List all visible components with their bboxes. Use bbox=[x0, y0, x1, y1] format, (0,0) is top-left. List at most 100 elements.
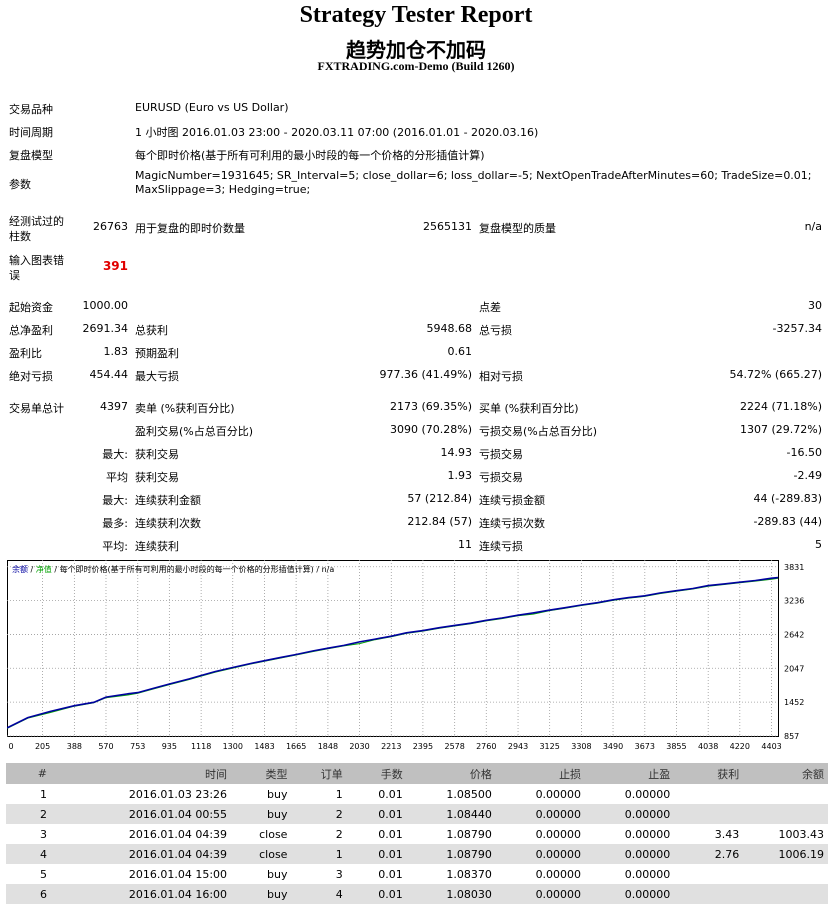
table-cell: buy bbox=[266, 787, 288, 801]
report-subtitle: 趋势加仓不加码 bbox=[346, 38, 486, 62]
x-tick-label: 1483 bbox=[254, 742, 274, 751]
x-tick-label: 1848 bbox=[318, 742, 338, 751]
maximal-consec-profit-value: 212.84 (57) bbox=[407, 515, 472, 528]
report-title: Strategy Tester Report bbox=[299, 2, 533, 28]
column-header: 时间 bbox=[51, 763, 232, 784]
largest-loss-value: -16.50 bbox=[786, 446, 822, 459]
legend-balance: 余额 bbox=[12, 564, 28, 574]
x-tick-label: 4220 bbox=[730, 742, 750, 751]
column-header: 止盈 bbox=[585, 763, 675, 784]
legend-quality: n/a bbox=[322, 565, 335, 574]
table-cell: 0.00000 bbox=[585, 804, 675, 824]
table-cell bbox=[674, 804, 744, 824]
table-cell: 0.00000 bbox=[585, 844, 675, 864]
rel-drawdown-value: 54.72% (665.27) bbox=[729, 368, 822, 381]
legend-sep: / bbox=[52, 565, 60, 574]
table-cell: close bbox=[259, 827, 288, 841]
company-name: FXTRADING.com-Demo (Build 1260) bbox=[317, 59, 515, 73]
column-header: 订单 bbox=[291, 763, 347, 784]
trades-table: # 时间 类型 订单 手数 价格 止损 止盈 获利 余额 1 2016.01.03 23:26 buy… bbox=[6, 763, 828, 904]
x-tick-label: 2395 bbox=[413, 742, 433, 751]
table-cell: 0.01 bbox=[378, 827, 403, 841]
x-tick-label: 753 bbox=[130, 742, 145, 751]
average-loss-label: 亏损交易 bbox=[479, 471, 523, 484]
table-cell: 0.00000 bbox=[535, 787, 582, 801]
table-cell: 0.00000 bbox=[624, 867, 671, 881]
profit-trades-label: 盈利交易(%占总百分比) bbox=[135, 425, 254, 438]
table-cell bbox=[674, 864, 743, 884]
gross-profit-value: 5948.68 bbox=[426, 322, 473, 335]
max-drawdown-value: 977.36 (41.49%) bbox=[379, 368, 472, 381]
table-cell: 0.00000 bbox=[495, 804, 586, 824]
table-cell: 3 bbox=[335, 867, 343, 881]
table-cell: 0.01 bbox=[346, 804, 407, 824]
errors-label-1: 输入图表错 bbox=[9, 254, 64, 267]
table-cell: 1 bbox=[291, 844, 347, 864]
max-label: 最大: bbox=[102, 494, 128, 507]
x-tick-label: 3125 bbox=[539, 742, 559, 751]
column-header: # bbox=[6, 763, 51, 784]
column-header: 止损 bbox=[495, 763, 586, 784]
x-tick-label: 2760 bbox=[476, 742, 496, 751]
x-axis-ticks: 0 205 388 570 753 935 1118 1300 1483 1665 1848 2030… bbox=[8, 742, 781, 751]
profit-trades-value: 3090 (70.28%) bbox=[389, 423, 472, 436]
x-tick-label: 935 bbox=[162, 742, 177, 751]
period-value: 1 小时图 2016.01.03 23:00 - 2020.03.11 07:0… bbox=[135, 126, 539, 139]
column-header: 余额 bbox=[743, 763, 828, 784]
column-header: 类型 bbox=[231, 763, 292, 784]
table-cell: 0.00000 bbox=[624, 787, 671, 801]
largest-label: 最大: bbox=[102, 448, 128, 461]
legend-model: 每个即时价格(基于所有可利用的最小时段的每一个价格的分形插值计算) bbox=[60, 564, 314, 574]
short-trades-value: 2173 (69.35%) bbox=[389, 400, 472, 413]
table-cell: buy bbox=[231, 804, 292, 824]
table-cell: 0.01 bbox=[346, 884, 407, 904]
quality-value: n/a bbox=[804, 220, 822, 233]
avg-label: 平均: bbox=[102, 540, 128, 553]
table-cell: 1.08790 bbox=[446, 827, 492, 841]
table-row: 5 2016.01.04 15:00 buy 3 0.01 1.08370 0.00000 0… bbox=[6, 864, 828, 884]
table-cell: 2.76 bbox=[674, 844, 744, 864]
expected-payoff-label: 预期盈利 bbox=[135, 347, 179, 360]
table-cell: 2016.01.04 04:39 bbox=[128, 827, 228, 841]
ticks-label: 用于复盘的即时价数量 bbox=[135, 222, 245, 235]
y-axis-ticks: 3831 3236 2642 2047 1452 857 bbox=[784, 563, 804, 741]
loss-trades-value: 1307 (29.72%) bbox=[739, 423, 822, 436]
ticks-value: 2565131 bbox=[423, 220, 472, 233]
symbol-value: EURUSD (Euro vs US Dollar) bbox=[135, 101, 289, 114]
table-cell bbox=[743, 864, 828, 884]
period-label: 时间周期 bbox=[9, 126, 53, 139]
table-cell bbox=[743, 884, 828, 904]
legend-sep: / bbox=[314, 565, 322, 574]
avg-consec-losses-label: 连续亏损 bbox=[479, 540, 523, 553]
x-tick-label: 1665 bbox=[286, 742, 306, 751]
column-header: 获利 bbox=[674, 763, 744, 784]
table-row: 3 2016.01.04 04:39 close 2 0.01 1.08790 0.0000… bbox=[6, 824, 828, 844]
max-drawdown-label: 最大亏损 bbox=[135, 370, 179, 383]
table-cell: 1.08370 bbox=[446, 867, 492, 881]
table-cell: 2016.01.04 15:00 bbox=[128, 867, 228, 881]
x-tick-label: 3855 bbox=[666, 742, 686, 751]
errors-label-2: 误 bbox=[9, 269, 20, 282]
params-label: 参数 bbox=[9, 178, 31, 191]
table-cell: 6 bbox=[6, 884, 51, 904]
table-cell: buy bbox=[266, 867, 288, 881]
chart-series bbox=[7, 576, 779, 729]
table-cell: 0.01 bbox=[378, 787, 403, 801]
table-cell: 2016.01.04 00:55 bbox=[51, 804, 232, 824]
profit-factor-value: 1.83 bbox=[103, 345, 129, 358]
max-consec-wins-value: 57 (212.84) bbox=[407, 492, 472, 505]
x-tick-label: 2943 bbox=[508, 742, 528, 751]
maximal-consec-profit-label: 连续获利次数 bbox=[135, 517, 201, 530]
max-consec-losses-label: 连续亏损金额 bbox=[479, 494, 545, 507]
table-cell: 4 bbox=[6, 844, 51, 864]
table-cell bbox=[743, 784, 828, 804]
average-loss-value: -2.49 bbox=[793, 469, 822, 482]
bars-label-1: 经测试过的 bbox=[9, 215, 64, 228]
avg-consec-wins-value: 11 bbox=[458, 538, 472, 551]
x-tick-label: 3490 bbox=[603, 742, 623, 751]
table-cell: buy bbox=[231, 884, 292, 904]
table-cell bbox=[674, 884, 744, 904]
largest-profit-label: 获利交易 bbox=[135, 448, 179, 461]
column-header: 价格 bbox=[406, 763, 496, 784]
table-cell: 0.00000 bbox=[495, 844, 586, 864]
